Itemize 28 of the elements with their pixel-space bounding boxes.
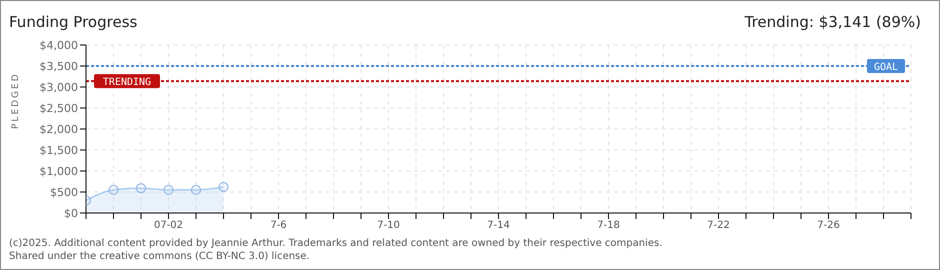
y-tick-label: $0 [64,206,78,220]
text: Shared under the creative commons (CC BY-NC 3.0) license. [9,250,311,263]
x-tick-label: 07-02 [154,220,184,232]
x-tick-label: 7-10 [377,220,400,232]
x-tick-label: 7-26 [817,220,840,232]
y-tick-label: $3,500 [40,60,78,73]
point [136,183,146,194]
ref-line-label: TRENDING [102,77,152,88]
chart-subtitle: Trending: $3,141 (89%) [744,13,921,31]
ref-line-label: GOAL [874,62,898,73]
y-tick-label: $1,500 [40,144,78,157]
chart-title: Funding Progress [9,13,138,31]
y-tick-label: $2,500 [40,102,78,115]
point [218,182,228,192]
point [164,184,174,195]
point [108,184,118,195]
y-tick-label: $500 [50,186,78,199]
y-tick-label: $1,000 [40,164,78,178]
x-tick-label: 7-6 [270,220,287,232]
y-tick-label: $2,000 [40,122,78,136]
y-tick-label: $4,000 [40,38,78,52]
x-tick-label: 7-14 [487,220,510,232]
point [191,184,201,195]
y-axis-title: PLEDGED [11,72,22,129]
x-tick-label: 7-18 [597,220,620,232]
text: (c)2025. Additional content provided by Jeannie Arthur. Trademarks and related content are owned by their respective companies. [9,237,662,250]
y-tick-label: $3,000 [40,80,78,94]
x-tick-label: 7-22 [707,220,730,232]
